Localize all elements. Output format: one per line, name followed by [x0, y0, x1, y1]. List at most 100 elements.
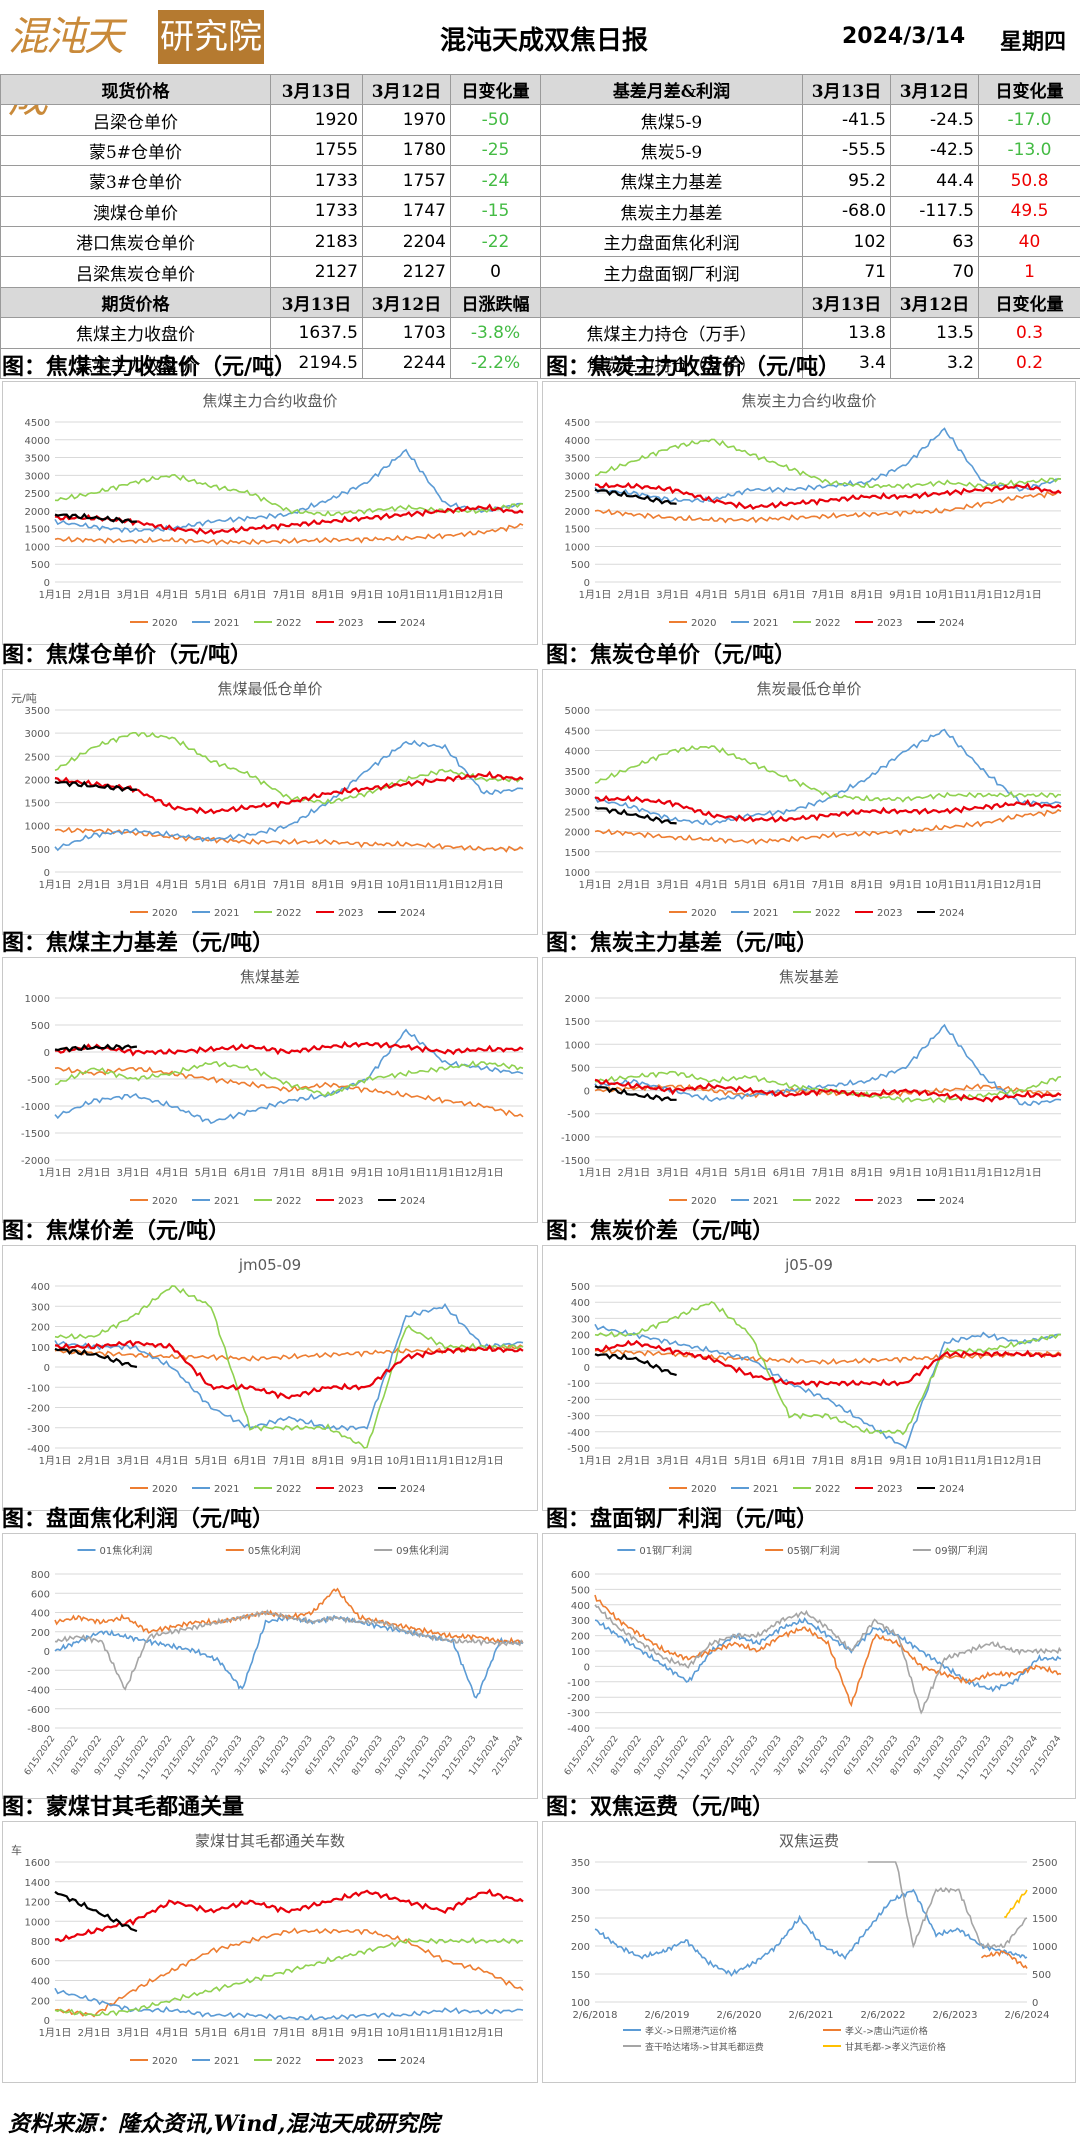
x-tick-label: 2/6/2023 — [933, 2010, 978, 2021]
table-cell: 1780 — [362, 134, 451, 167]
x-tick-label: 1月1日 — [579, 879, 612, 891]
x-tick-label: 6月1日 — [773, 589, 806, 601]
table-cell: 40 — [978, 225, 1080, 258]
x-tick-label: 11月1日 — [425, 2027, 464, 2039]
y-tick-label: 3500 — [565, 454, 590, 465]
legend-label: 2023 — [877, 1484, 902, 1495]
y-tick-label: 300 — [571, 1314, 590, 1325]
y-tick-label: 0 — [584, 578, 590, 589]
y-tick-label: 0 — [44, 868, 50, 879]
legend-label: 2020 — [152, 908, 177, 919]
section-title: 图：焦炭主力基差（元/吨） — [546, 930, 819, 956]
y-tick-label: 2000 — [565, 828, 590, 839]
y2-tick-label: 1500 — [1032, 1914, 1057, 1925]
series-line-2021 — [594, 1023, 1062, 1107]
legend-label: 2020 — [691, 908, 716, 919]
legend-label: 2022 — [815, 908, 840, 919]
series-line-2021 — [594, 427, 1061, 503]
chart-panel: 焦炭最低仓单价 1000 1500 2000 2500 3000 3500 4000 4500 5… — [542, 669, 1076, 935]
series-line-甘其毛都->孝义汽运价格 — [1004, 1889, 1028, 1919]
legend-label: 09焦化利润 — [396, 1544, 449, 1557]
y-tick-label: 5000 — [565, 706, 590, 717]
table-header-cell: 日变化量 — [978, 286, 1080, 319]
x-tick-label: 2月1日 — [617, 879, 650, 891]
table-cell: 蒙5#仓单价 — [0, 134, 271, 167]
x-tick-label: 1月1日 — [39, 2027, 72, 2039]
chart-panel: j05-09 -500 -400 -300 -200 -100 0 100 200 300 400 5… — [542, 1245, 1076, 1511]
legend-label: 2023 — [338, 618, 363, 629]
y-tick-label: 1000 — [565, 868, 590, 879]
table-cell: 吕梁焦炭仓单价 — [0, 256, 271, 288]
series-line-2024 — [54, 780, 137, 792]
x-tick-label: 7月1日 — [273, 2027, 306, 2039]
y-tick-label: 1500 — [25, 525, 50, 536]
y-tick-label: 800 — [31, 1570, 50, 1581]
y-tick-label: 3500 — [565, 767, 590, 778]
series-line-2022 — [594, 745, 1062, 803]
legend-label: 2023 — [877, 908, 902, 919]
x-tick-label: 2/6/2022 — [861, 2010, 906, 2021]
legend-label: 2022 — [276, 908, 301, 919]
x-tick-label: 2月1日 — [78, 879, 111, 891]
series-line-2024 — [54, 1347, 138, 1369]
y-tick-label: 2500 — [565, 807, 590, 818]
table-header-cell: 现货价格 — [0, 73, 271, 106]
section-title: 图：焦煤主力基差（元/吨） — [2, 930, 275, 956]
section-title: 图：焦煤主力收盘价（元/吨） — [2, 354, 297, 380]
x-tick-label: 3月1日 — [656, 879, 689, 891]
y-tick-label: 1000 — [25, 1917, 50, 1928]
chart-panel: 焦炭基差 -1500 -1000 -500 0 500 1000 1500 2000 1月1日 2月… — [542, 957, 1076, 1223]
y-tick-label: 2500 — [25, 752, 50, 763]
x-tick-label: 4月1日 — [695, 589, 728, 601]
x-tick-label: 1月1日 — [39, 1455, 72, 1467]
table-row: 焦炭主力收盘价 2194.5 2244 -2.2% 焦炭主力持仓（万手） 3.4 3.2 0.… — [0, 347, 1080, 379]
series-line-2021 — [54, 448, 524, 534]
x-tick-label: 9月1日 — [889, 879, 922, 891]
y-tick-label: -400 — [27, 1686, 50, 1697]
table-cell: 63 — [890, 225, 979, 258]
series-line-2024 — [54, 1043, 138, 1053]
series-line-2020 — [594, 808, 1062, 846]
chart-svg: 焦炭主力合约收盘价 0 500 1000 1500 2000 2500 3000 3500 400… — [565, 392, 1062, 629]
x-tick-label: 11月1日 — [425, 879, 464, 891]
chart-title: 蒙煤甘其毛都通关车数 — [195, 1832, 345, 1850]
legend-label: 2020 — [691, 1484, 716, 1495]
x-tick-label: 8月1日 — [850, 879, 883, 891]
x-tick-label: 8月1日 — [850, 1167, 883, 1179]
table-cell: -15 — [450, 195, 541, 227]
x-tick-label: 8月1日 — [850, 589, 883, 601]
table-cell: 主力盘面焦化利润 — [540, 225, 803, 258]
table-header-cell — [540, 286, 803, 319]
chart-title: 焦煤最低仓单价 — [217, 680, 322, 698]
report-title: 混沌天成双焦日报 — [440, 26, 649, 56]
x-tick-label: 3月1日 — [656, 589, 689, 601]
y-tick-label: -1000 — [21, 1102, 50, 1113]
legend-label: 2022 — [276, 1484, 301, 1495]
x-tick-label: 5月1日 — [195, 2027, 228, 2039]
x-tick-label: 1月1日 — [39, 1167, 72, 1179]
y-tick-label: 1400 — [25, 1878, 50, 1889]
y-tick-label: 300 — [571, 1886, 590, 1897]
y-tick-label: 600 — [31, 1957, 50, 1968]
x-tick-label: 8月1日 — [312, 1455, 345, 1467]
footer-source: 资料来源：隆众资讯,Wind,混沌天成研究院 — [8, 2111, 440, 2137]
chart-title: jm05-09 — [238, 1256, 301, 1274]
table-cell: 2244 — [362, 347, 451, 379]
table-cell: -2.2% — [450, 347, 541, 379]
series-line-2021 — [54, 1987, 524, 2021]
series-line-2022 — [54, 1285, 524, 1449]
table-cell: 1747 — [362, 195, 451, 227]
series-line-孝义->唐山汽运价格 — [980, 1950, 1028, 1969]
legend-label: 2024 — [400, 908, 425, 919]
table-cell: 1733 — [270, 195, 363, 227]
series-line-2023 — [594, 1078, 1062, 1103]
x-tick-label: 9月1日 — [889, 1455, 922, 1467]
y-tick-label: -200 — [567, 1395, 590, 1406]
chart-svg: 焦煤基差 -2000 -1500 -1000 -500 0 500 1000 1月1日 2月1日 3… — [21, 968, 524, 1207]
y-tick-label: 400 — [31, 1282, 50, 1293]
x-tick-label: 7月1日 — [273, 1455, 306, 1467]
legend-label: 2023 — [877, 618, 902, 629]
x-tick-label: 10月1日 — [386, 1167, 425, 1179]
x-tick-label: 4月1日 — [156, 1455, 189, 1467]
